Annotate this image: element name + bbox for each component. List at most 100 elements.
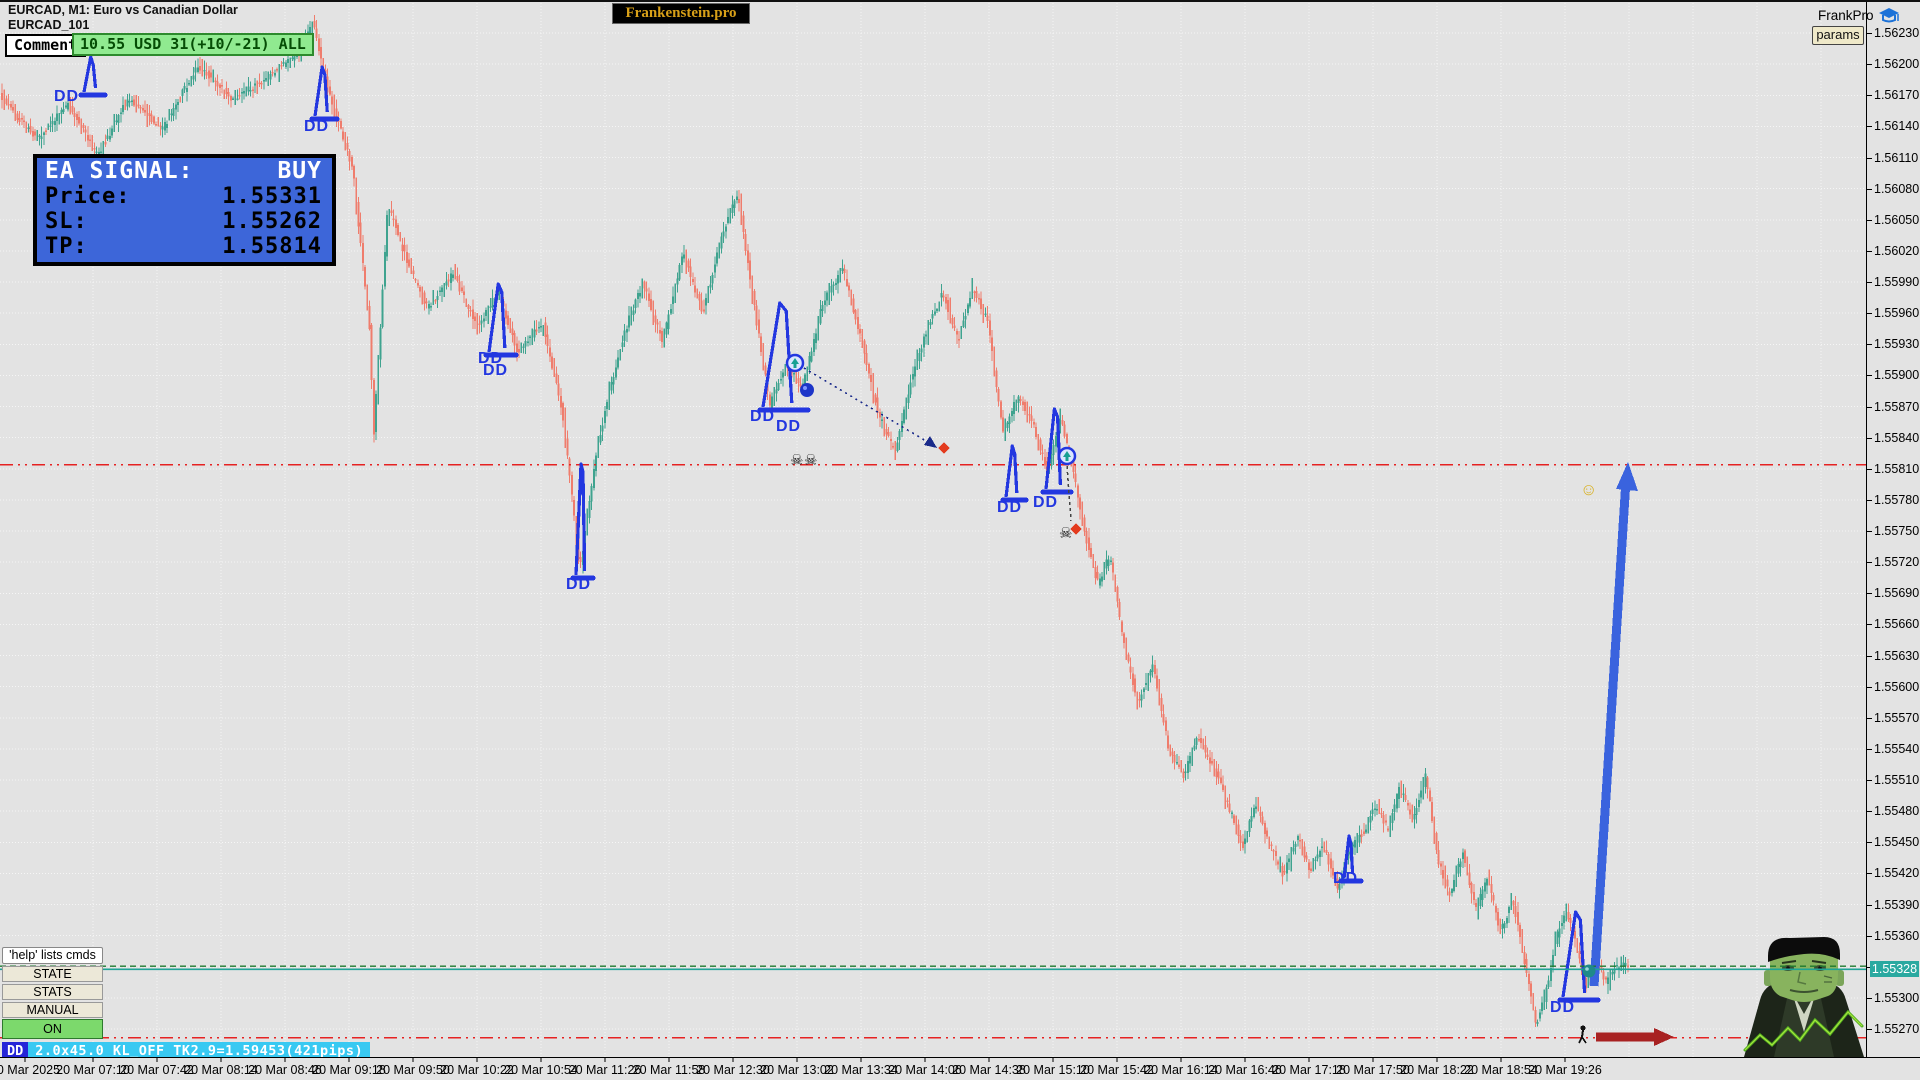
dd-pattern-label: DD [304,118,330,135]
time-tick [1116,1058,1118,1062]
time-label: 20 Mar 09:18 [312,1063,386,1077]
current-price-tag: 1.55328 [1870,961,1919,978]
time-label: 20 Mar 13:02 [760,1063,834,1077]
price-tick [1867,1029,1872,1030]
price-label: 1.55480 [1874,804,1920,819]
time-tick [1564,1058,1566,1062]
price-tick [1867,935,1872,937]
time-tick [476,1058,478,1062]
price-label: 1.55630 [1874,648,1920,663]
manual-button[interactable]: MANUAL [2,1002,103,1018]
dd-pattern-label: DD [750,408,776,425]
dd-pattern-label: DD [1550,999,1576,1016]
price-axis[interactable]: 1.56230 1.56200 1.56170 1.56140 1.56110 1.560… [1867,0,1920,1057]
time-label: 20 Mar 18:54 [1464,1063,1538,1077]
price-tick [1867,531,1872,532]
time-label: 20 Mar 19:26 [1528,1063,1602,1077]
time-tick [284,1058,286,1062]
price-label: 1.56110 [1874,150,1919,165]
signal-tp-label: TP: [45,234,88,259]
dd-pattern-label: DD [997,499,1023,516]
price-tick [1867,624,1872,626]
price-tick [1867,157,1872,159]
price-label: 1.56080 [1874,181,1920,196]
price-tick [1867,655,1872,657]
price-label: 1.56230 [1874,26,1920,40]
time-tick [1308,1058,1310,1062]
comment-button[interactable]: Comment [5,34,87,57]
price-tick [1867,997,1872,999]
dd-pattern-label: DD [1033,494,1059,511]
time-tick [924,1058,926,1062]
time-label: 20 Mar 17:18 [1272,1063,1346,1077]
price-label: 1.55570 [1874,710,1920,725]
time-tick [796,1058,798,1062]
ea-watermark: Frankenstein.pro [612,3,750,24]
price-label: 1.55960 [1874,306,1920,321]
price-label: 1.55930 [1874,337,1920,352]
skull-icon: ☠ [1059,525,1073,542]
time-tick [860,1058,862,1062]
time-label: 20 Mar 16:46 [1208,1063,1282,1077]
price-label: 1.55420 [1874,866,1920,881]
price-tick [1867,219,1872,221]
price-tick [1867,33,1872,34]
price-label: 1.55270 [1874,1022,1920,1036]
price-label: 1.55540 [1874,741,1920,756]
time-label: 20 Mar 16:14 [1144,1063,1218,1077]
time-tick [540,1058,542,1062]
price-axis-separator [1866,0,1867,1057]
price-tick [1867,95,1872,97]
price-tick [1867,811,1872,813]
chart-symbol-title: EURCAD, M1: Euro vs Canadian Dollar [8,3,238,17]
price-tick [1867,562,1872,564]
time-label: 20 Mar 11:58 [632,1063,706,1077]
price-tick [1867,344,1872,346]
time-label: 20 Mar 15:42 [1080,1063,1154,1077]
signal-tp-value: 1.55814 [222,234,322,259]
time-label: 20 Mar 08:14 [184,1063,258,1077]
dd-pattern-label: DD [776,418,802,435]
price-tick [1867,437,1872,439]
signal-price-value: 1.55331 [222,184,322,209]
chart-overlay-canvas [0,353,1866,978]
price-label: 1.55810 [1874,461,1920,476]
time-label: 20 Mar 18:22 [1400,1063,1474,1077]
price-label: 1.55840 [1874,430,1920,445]
time-tick [1500,1058,1502,1062]
window-top-border [0,0,1920,2]
price-label: 1.55660 [1874,617,1920,632]
price-tick [1867,717,1872,719]
time-label: 20 Mar 07:42 [120,1063,194,1077]
price-label: 1.56140 [1874,119,1920,134]
time-tick [732,1058,734,1062]
help-button[interactable]: 'help' lists cmds [2,947,103,964]
price-label: 1.55870 [1874,399,1920,414]
signal-direction-value: BUY [277,158,322,184]
state-button[interactable]: STATE [2,966,103,982]
time-label: 20 Mar 14:38 [952,1063,1026,1077]
stats-button[interactable]: STATS [2,984,103,1000]
graduation-cap-icon [1878,8,1899,23]
time-label: 20 Mar 11:26 [568,1063,642,1077]
time-tick [348,1058,350,1062]
price-tick [1867,375,1872,377]
time-tick [92,1058,94,1062]
params-button[interactable]: params [1812,26,1864,45]
dd-pattern-label: DD [1333,870,1359,887]
price-tick [1867,686,1872,688]
price-label: 1.56200 [1874,57,1920,72]
dd-pattern-label: DD [566,576,592,593]
price-tick [1867,313,1872,315]
skull-icon: ☠ [790,452,804,469]
price-tick [1867,499,1872,501]
time-tick [1372,1058,1374,1062]
price-tick [1867,64,1872,66]
price-label: 1.55690 [1874,586,1920,601]
price-label: 1.55750 [1874,524,1920,538]
time-tick [220,1058,222,1062]
price-tick [1867,904,1872,906]
on-toggle-button[interactable]: ON [2,1019,103,1039]
